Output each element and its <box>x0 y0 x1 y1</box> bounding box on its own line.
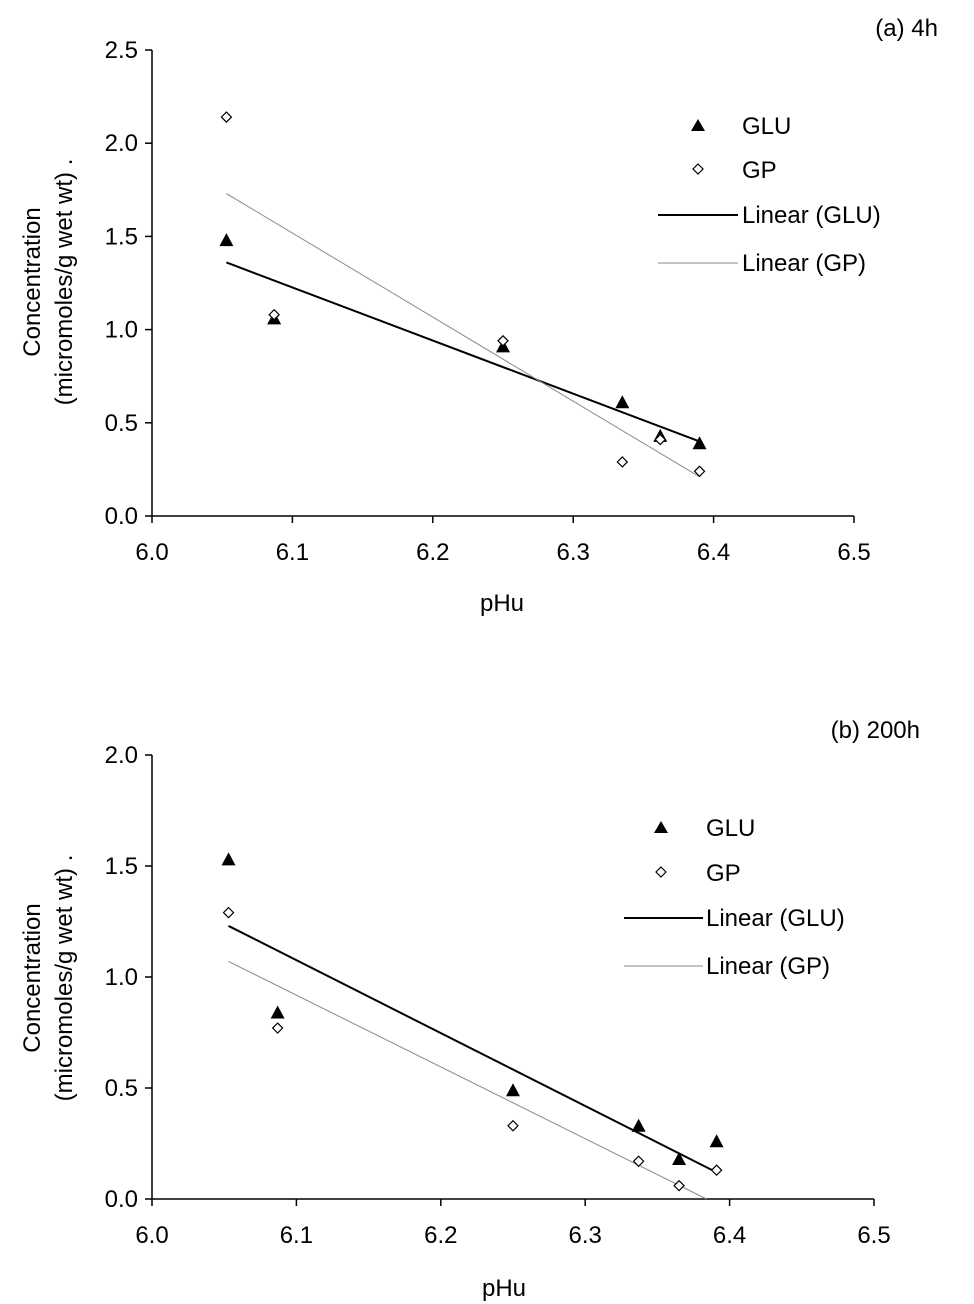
y-tick-label: 0.5 <box>105 410 138 437</box>
y-tick-label: 1.0 <box>105 964 138 991</box>
gp-point <box>654 433 667 446</box>
panel-a-legend-gp-label: GP <box>742 157 777 184</box>
y-tick-label: 2.0 <box>105 742 138 769</box>
panel-b-points <box>221 852 724 1192</box>
y-tick-label: 0.5 <box>105 1075 138 1102</box>
panel-b-x-axis-title: pHu <box>482 1275 526 1302</box>
y-tick-label: 0.0 <box>105 503 138 530</box>
glu-point <box>692 436 707 450</box>
panel-a-legend-linear-glu: Linear (GLU) <box>658 202 881 229</box>
panel-a-legend-linear-gp: Linear (GP) <box>658 250 866 277</box>
glu-point <box>221 852 236 866</box>
gp-point <box>507 1119 519 1132</box>
panel-a-x-ticks: 6.0 6.1 6.2 6.3 6.4 6.5 <box>135 516 871 566</box>
x-tick-label: 6.2 <box>416 539 449 566</box>
panel-a-y-ticks: 0.0 0.5 1.0 1.5 2.0 2.5 <box>105 37 152 530</box>
panel-b-x-ticks: 6.0 6.1 6.2 6.3 6.4 6.5 <box>135 1199 891 1249</box>
panel-a-x-axis-title: pHu <box>480 590 524 617</box>
panel-a-legend-glu: GLU <box>691 113 791 140</box>
x-tick-label: 6.5 <box>857 1222 890 1249</box>
x-tick-label: 6.1 <box>276 539 309 566</box>
x-tick-label: 6.3 <box>557 539 590 566</box>
panel-b-y-axis-title: Concentration (micromoles/g wet wt) . <box>19 855 78 1102</box>
gp-point <box>693 465 706 478</box>
panel-b-y-axis-title-line2: (micromoles/g wet wt) . <box>51 855 78 1102</box>
y-tick-label: 2.0 <box>105 130 138 157</box>
x-tick-label: 6.4 <box>713 1222 746 1249</box>
panel-a-y-axis-title-line2: (micromoles/g wet wt) . <box>51 159 78 406</box>
panel-a-legend-gp: GP <box>692 157 777 184</box>
panel-b-y-ticks: 0.0 0.5 1.0 1.5 2.0 <box>105 742 152 1213</box>
panel-b-legend-linear-gp-label: Linear (GP) <box>706 953 830 980</box>
panel-a-y-axis-title: Concentration (micromoles/g wet wt) . <box>19 159 78 406</box>
gp-point <box>673 1179 685 1192</box>
legend-diamond-marker <box>655 866 667 878</box>
glu-point <box>219 233 234 247</box>
panel-b: (b) 200h Concentration (micromoles/g wet… <box>19 717 920 1302</box>
panel-a-legend-linear-gp-label: Linear (GP) <box>742 250 866 277</box>
x-tick-label: 6.1 <box>280 1222 313 1249</box>
panel-b-legend: GLU GP Linear (GLU) Linear (GP) <box>624 815 845 980</box>
x-tick-label: 6.4 <box>697 539 730 566</box>
gp-point <box>710 1164 723 1176</box>
panel-a-label: (a) 4h <box>875 15 938 42</box>
legend-triangle-marker <box>691 119 705 131</box>
panel-a: (a) 4h Concentration (micromoles/g wet w… <box>19 15 938 617</box>
panel-a-legend: GLU GP Linear (GLU) Linear (GP) <box>658 113 881 277</box>
panel-a-points <box>219 111 707 478</box>
panel-b-label: (b) 200h <box>831 717 920 744</box>
panel-a-legend-linear-glu-label: Linear (GLU) <box>742 202 881 229</box>
gp-point <box>220 111 233 123</box>
x-tick-label: 6.5 <box>837 539 870 566</box>
x-tick-label: 6.0 <box>135 539 168 566</box>
panel-a-y-axis-title-line1: Concentration <box>19 207 46 356</box>
glu-point <box>631 1118 646 1132</box>
y-tick-label: 2.5 <box>105 37 138 64</box>
glu-point <box>615 395 630 409</box>
x-tick-label: 6.3 <box>569 1222 602 1249</box>
panel-b-legend-glu-label: GLU <box>706 815 755 842</box>
y-tick-label: 0.0 <box>105 1186 138 1213</box>
y-tick-label: 1.0 <box>105 317 138 344</box>
gp-point <box>268 308 280 321</box>
x-tick-label: 6.2 <box>424 1222 457 1249</box>
panel-b-legend-glu: GLU <box>654 815 755 842</box>
trendline-glu <box>226 261 700 443</box>
legend-diamond-marker <box>692 163 704 175</box>
panel-b-legend-linear-gp: Linear (GP) <box>624 953 830 980</box>
glu-point <box>270 1005 285 1019</box>
gp-point <box>632 1155 645 1168</box>
gp-point <box>616 456 629 468</box>
gp-point <box>271 1022 284 1034</box>
glu-point <box>506 1083 520 1097</box>
panel-a-legend-glu-label: GLU <box>742 113 791 140</box>
panel-b-legend-linear-glu: Linear (GLU) <box>624 905 845 932</box>
panel-b-legend-gp-label: GP <box>706 860 741 887</box>
gp-point <box>497 334 509 347</box>
panel-b-legend-gp: GP <box>655 860 741 887</box>
legend-triangle-marker <box>654 821 668 833</box>
trendline-gp <box>228 961 707 1200</box>
trendline-gp <box>226 193 700 478</box>
glu-point <box>672 1152 687 1166</box>
panel-a-trendlines <box>226 193 700 478</box>
glu-point <box>709 1134 724 1148</box>
x-tick-label: 6.0 <box>135 1222 168 1249</box>
gp-point <box>222 906 235 919</box>
y-tick-label: 1.5 <box>105 223 138 250</box>
y-tick-label: 1.5 <box>105 853 138 880</box>
panel-b-legend-linear-glu-label: Linear (GLU) <box>706 905 845 932</box>
panel-b-y-axis-title-line1: Concentration <box>19 903 46 1052</box>
